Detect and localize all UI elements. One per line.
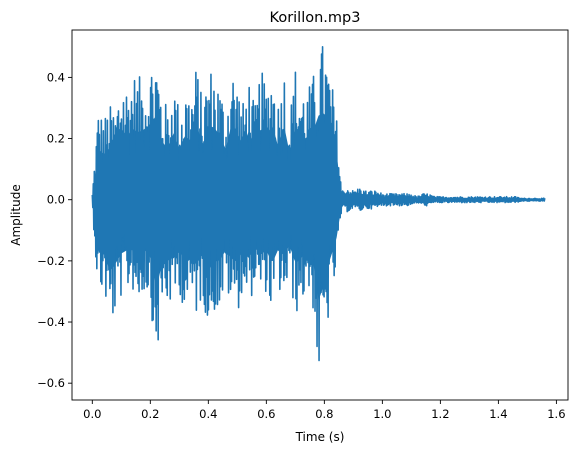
y-tick-label: −0.4 (37, 315, 65, 329)
waveform-line (91, 45, 546, 362)
x-axis: 0.0 0.2 0.4 0.6 0.8 1.0 1.2 1.4 1.6 (83, 400, 566, 421)
x-tick-label: 0.8 (315, 407, 333, 421)
x-tick-label: 0.4 (199, 407, 217, 421)
plot-area (91, 45, 546, 362)
x-tick-label: 1.0 (373, 407, 391, 421)
y-tick-label: −0.6 (37, 376, 65, 390)
x-tick-label: 1.2 (431, 407, 449, 421)
x-axis-label: Time (s) (295, 430, 345, 444)
chart-title: Korillon.mp3 (270, 10, 361, 26)
x-tick-label: 1.4 (489, 407, 507, 421)
y-tick-label: −0.2 (37, 254, 65, 268)
y-axis: −0.6 −0.4 −0.2 0.0 0.2 0.4 (37, 70, 72, 390)
y-tick-label: 0.2 (47, 132, 65, 146)
x-tick-label: 0.0 (83, 407, 101, 421)
x-tick-label: 1.6 (547, 407, 565, 421)
x-tick-label: 0.2 (141, 407, 159, 421)
axes-frame (71, 29, 569, 401)
y-axis-label: Amplitude (9, 184, 23, 246)
x-tick-label: 0.6 (257, 407, 275, 421)
y-tick-label: 0.0 (47, 193, 65, 207)
y-tick-label: 0.4 (47, 70, 65, 84)
